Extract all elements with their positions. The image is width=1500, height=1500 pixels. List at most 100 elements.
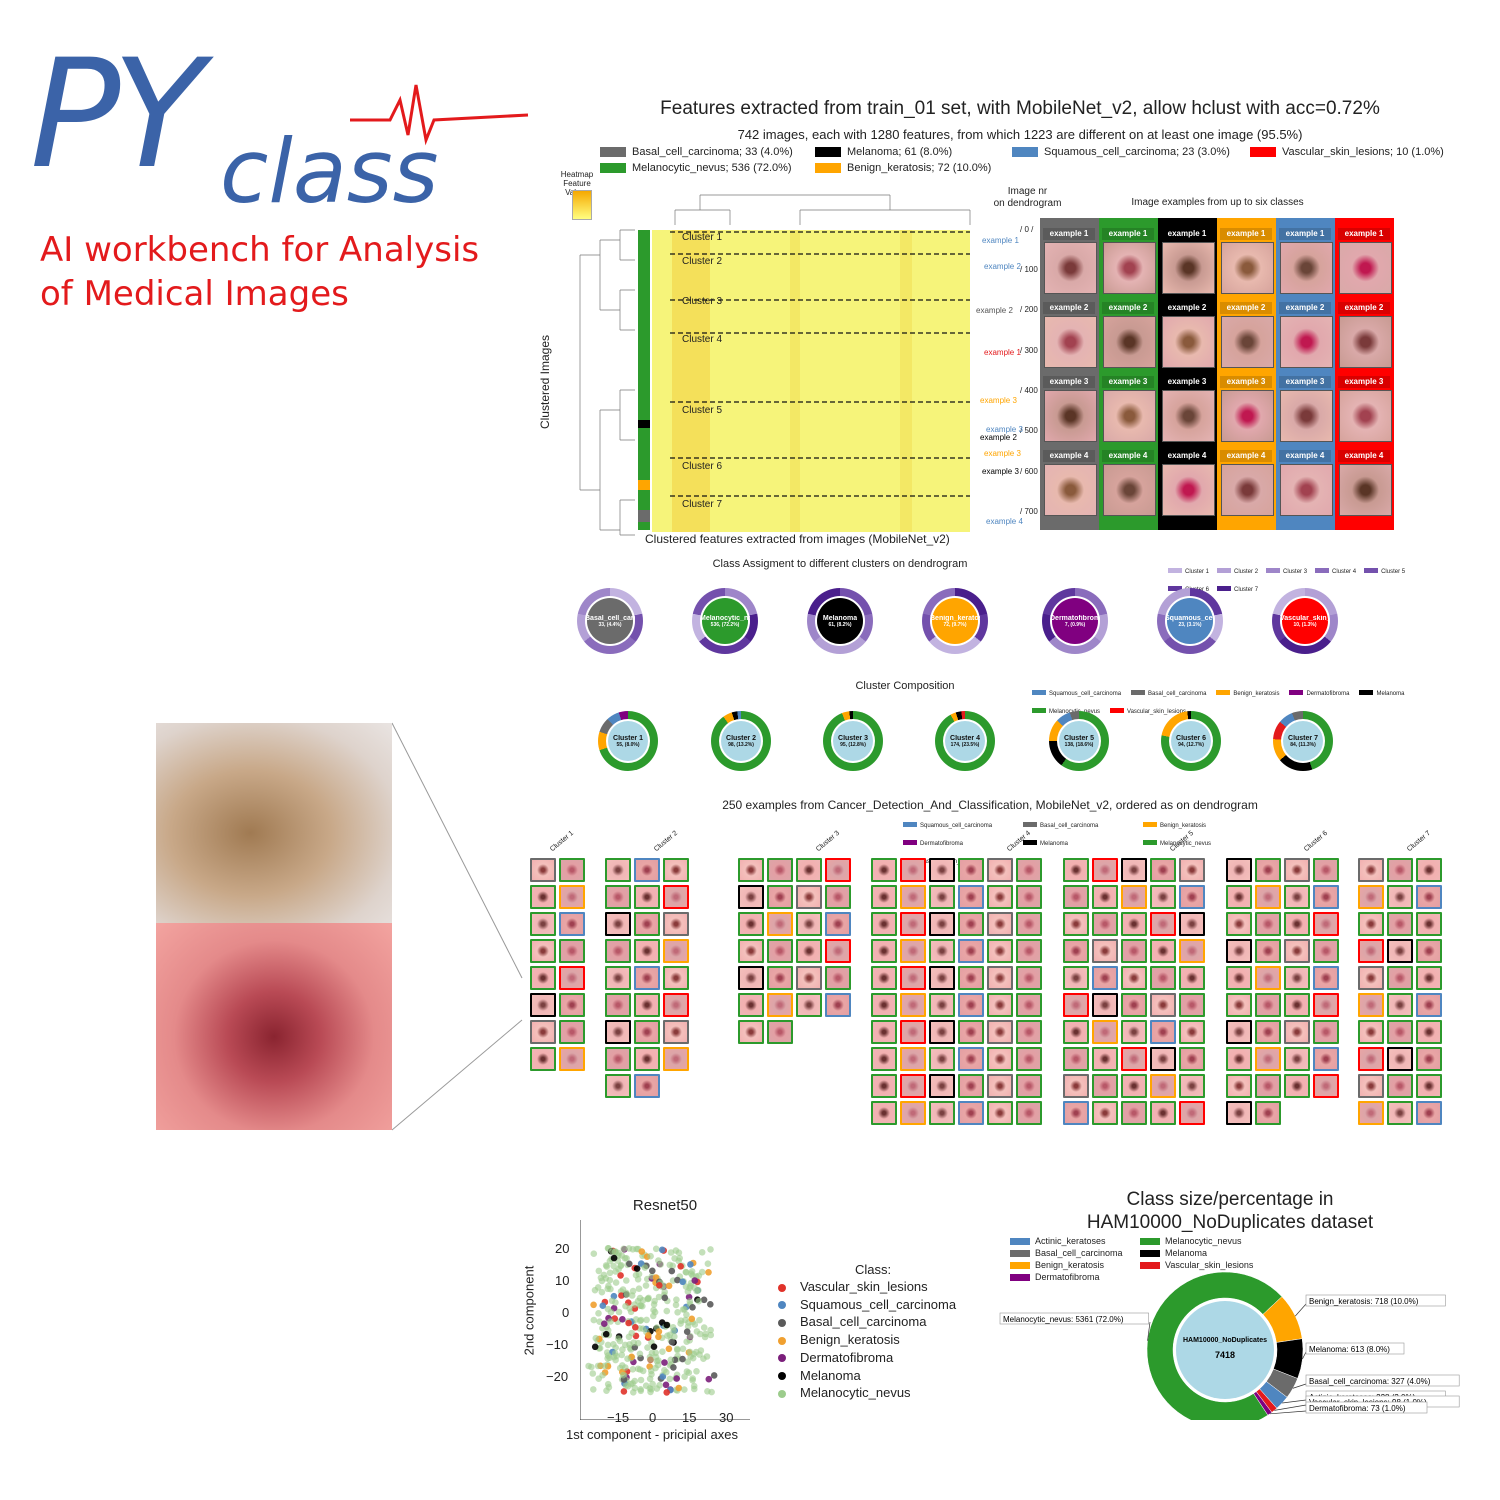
class-assignment-title: Class Assigment to different clusters on… [712, 558, 968, 570]
donut-center-count: 7, (0.9%) [1064, 621, 1086, 628]
example-column: example 1 example 2 example 3 example 4 [1099, 218, 1158, 530]
example-thumbnail [1150, 1047, 1176, 1071]
legend-item: Vascular_skin_lesions; 10 (1.0%) [1250, 146, 1444, 158]
donut-callout-line [1274, 1404, 1307, 1411]
scatter-legend-label: Dermatofibroma [800, 1349, 894, 1365]
example-thumbnail [738, 885, 764, 909]
scatter-point [636, 1350, 644, 1358]
example-thumbnail [929, 1020, 955, 1044]
scatter-point [689, 1304, 696, 1311]
scatter-point [683, 1338, 690, 1345]
xtick: 30 [719, 1410, 734, 1425]
example-thumbnail [1255, 1074, 1281, 1098]
scatter-point [703, 1353, 711, 1360]
scatter-point [702, 1330, 709, 1338]
scatter-legend-item: Melanocytic_nevus [778, 1385, 911, 1400]
scatter-point [663, 1389, 670, 1396]
example-label: example 3 [1220, 376, 1272, 388]
scatter-point [681, 1386, 688, 1393]
examples-swatch [1143, 822, 1157, 827]
example-thumbnail [1313, 858, 1339, 882]
scatter-point [642, 1282, 650, 1289]
scatter-point [617, 1272, 624, 1279]
example-thumbnail [929, 939, 955, 963]
scatter-point [591, 1343, 599, 1351]
donut-center: Squamous_cell_carcinoma23, (3.1%) [1165, 598, 1215, 644]
example-thumbnail [1092, 1074, 1118, 1098]
donut-legend-label: Melanoma [1165, 1248, 1208, 1258]
example-image [1162, 390, 1215, 442]
scatter-point [595, 1267, 603, 1275]
donut-ring: Cluster 7 84, (11.3%) [1273, 711, 1333, 771]
example-thumbnail [1121, 939, 1147, 963]
scatter-point [679, 1345, 687, 1353]
example-thumbnail [1092, 912, 1118, 936]
scatter-point [673, 1296, 680, 1303]
cluster-label: Cluster 2 [682, 256, 723, 267]
scatter-point [610, 1262, 617, 1270]
example-thumbnail [900, 939, 926, 963]
example-thumbnail [958, 993, 984, 1017]
scatter-point [670, 1364, 677, 1371]
scatter-point [707, 1246, 714, 1253]
example-thumbnail [1255, 1047, 1281, 1071]
donut-hole: Melanoma 61, (8.2%) [815, 596, 865, 646]
example-label: example 1 [1279, 228, 1331, 240]
example-marker: example 1 [984, 348, 1021, 357]
example-thumbnail [559, 966, 585, 990]
legend-item: Benign_keratosis; 72 (10.0%) [815, 162, 991, 174]
example-thumbnail [738, 1020, 764, 1044]
scatter-point [655, 1328, 663, 1335]
example-thumbnail [1387, 858, 1413, 882]
example-thumbnail [929, 1101, 955, 1125]
scatter-point [651, 1308, 659, 1316]
donut-center-label: Benign_keratosis [930, 614, 980, 622]
scatter-point [648, 1371, 655, 1378]
xtick: −15 [607, 1410, 630, 1425]
scatter-point [650, 1343, 658, 1350]
donut-chart-title: Class size/percentage in HAM10000_NoDupl… [1086, 1189, 1374, 1233]
scatter-point [636, 1366, 644, 1373]
tick: / 200 / [1020, 305, 1043, 314]
example-thumbnail [663, 1047, 689, 1071]
donut-center-label: Dermatofibroma [1050, 614, 1100, 622]
examples-legend-item: Basal_cell_carcinoma [1023, 822, 1143, 829]
example-thumbnail [1150, 993, 1176, 1017]
example-image [1162, 464, 1215, 516]
scatter-legend-label: Melanocytic_nevus [800, 1385, 911, 1401]
example-label: example 4 [1161, 450, 1213, 462]
scatter-point [663, 1307, 671, 1315]
scatter-point [689, 1272, 696, 1279]
scatter-point [635, 1285, 643, 1292]
example-thumbnail [871, 1101, 897, 1125]
example-thumbnail [796, 966, 822, 990]
cluster-label: Cluster 6 [682, 461, 723, 472]
example-label: example 3 [1161, 376, 1213, 388]
donut-center-count: 10, (1.3%) [1293, 621, 1317, 628]
example-thumbnail [605, 1020, 631, 1044]
scatter-point [606, 1269, 614, 1277]
example-thumbnail [1179, 1020, 1205, 1044]
example-thumbnail [1150, 1101, 1176, 1125]
example-label: example 2 [1043, 302, 1095, 314]
scatter-point [590, 1386, 597, 1393]
scatter-point [619, 1346, 626, 1353]
example-thumbnail [825, 858, 851, 882]
cluster-swatch [1266, 568, 1281, 573]
cluster-legend-item: Cluster 7 [1217, 586, 1258, 593]
example-thumbnail [559, 912, 585, 936]
donut-center-label: Cluster 1 [613, 734, 643, 742]
donut-ring: Basal_cell_carcinoma33, (4.4%) [577, 588, 643, 654]
example-thumbnail [530, 993, 556, 1017]
column-dendrogram [674, 194, 971, 225]
scatter-point [681, 1373, 688, 1380]
example-image [1339, 390, 1392, 442]
donut-hole: Dermatofibroma 7, (0.9%) [1050, 596, 1100, 646]
scatter-point [683, 1311, 690, 1318]
scatter-point [610, 1341, 617, 1348]
scatter-point [662, 1381, 670, 1389]
scatter-point [669, 1324, 677, 1331]
example-thumbnail [559, 885, 585, 909]
example-thumbnail [1063, 885, 1089, 909]
donut-ring: Melanocytic_nevus536, (72.2%) [692, 588, 758, 654]
